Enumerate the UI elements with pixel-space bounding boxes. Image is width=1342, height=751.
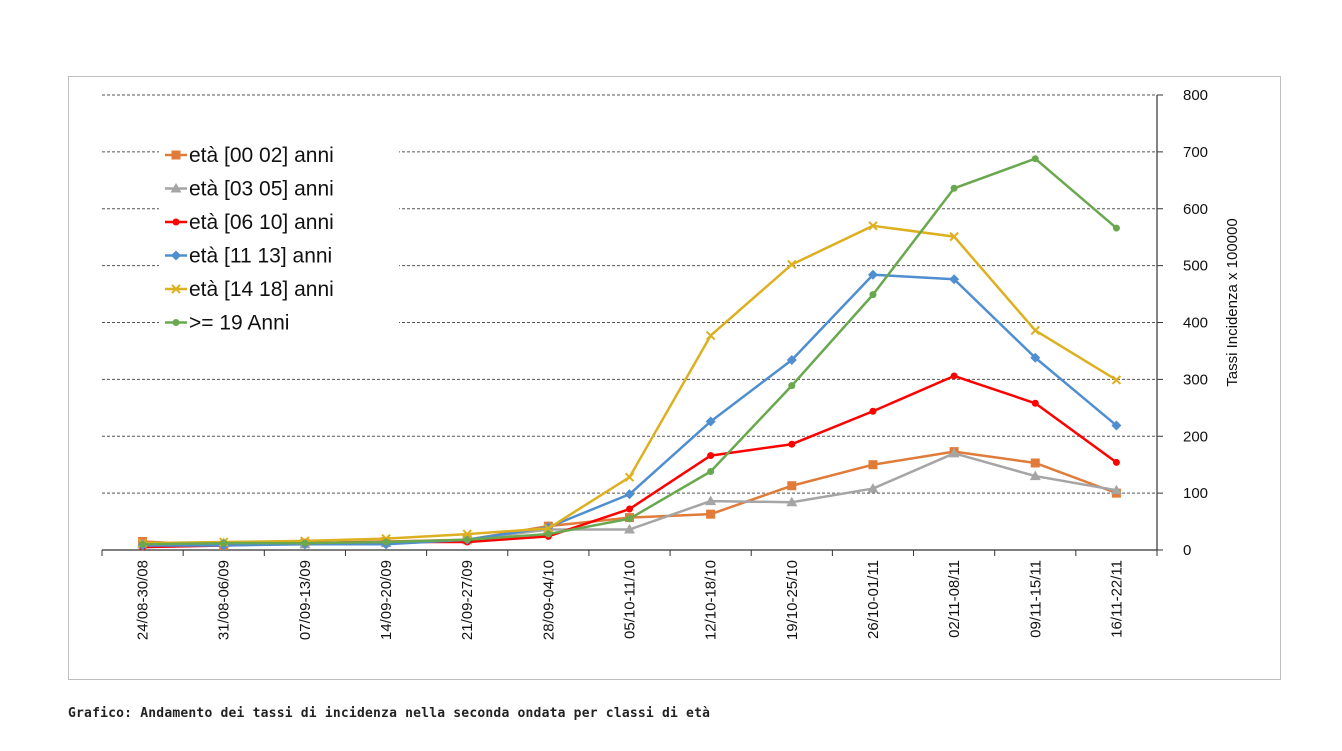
data-point [949,274,960,285]
data-point [867,483,879,493]
legend-label: età [00 02] anni [189,144,334,167]
x-tick-label: 21/09-27/09 [459,560,476,640]
series-3 [139,372,1120,551]
y-tick-label: 600 [1183,201,1208,218]
data-point [949,231,959,242]
data-point [1112,458,1120,466]
data-point [624,524,635,534]
x-tick-label: 05/10-11/10 [622,560,639,639]
data-point [626,505,633,513]
x-tick-label: 02/11-08/11 [946,560,963,638]
x-tick-label: 28/09-04/10 [540,560,557,640]
y-tick-label: 100 [1183,485,1208,502]
data-point [788,382,796,390]
data-point [869,407,877,415]
x-tick-label: 26/10-01/11 [865,560,882,639]
data-point [705,495,717,506]
data-point [1112,224,1120,232]
data-point [1031,155,1039,163]
data-point [787,481,797,491]
legend-item: età [06 10] anni [165,211,334,234]
y-tick-label: 700 [1183,144,1208,161]
data-point [1029,470,1041,481]
axes: 0 100 200 300 400 500 600 700 800 24/08-30/08 31/0… [101,87,1208,640]
data-point [705,416,716,427]
data-point [948,447,960,458]
data-point [626,515,633,523]
data-point [950,184,958,192]
legend-item: età [00 02] anni [165,144,334,167]
line-chart: 0 100 200 300 400 500 600 700 800 24/08-30/08 31/0… [101,87,1241,640]
legend-item: >= 19 Anni [165,312,289,335]
legend-label: età [11 13] anni [189,245,332,268]
legend-item: età [11 13] anni [165,245,332,268]
data-point [301,539,309,547]
y-tick-label: 800 [1183,87,1208,104]
data-point [220,539,228,547]
y-tick-label: 400 [1183,315,1208,332]
y-tick-label: 200 [1183,428,1208,445]
series-6 [139,155,1120,548]
data-point [786,496,798,507]
data-point [707,452,715,460]
x-tick-label: 19/10-25/10 [784,560,801,640]
data-point [544,530,552,538]
data-point [786,355,797,366]
data-point [868,221,878,231]
data-point [139,540,147,548]
legend-label: età [14 18] anni [189,278,334,301]
x-tick-label: 09/11-15/11 [1027,560,1044,638]
data-point [787,259,797,270]
x-tick-label: 07/09-13/09 [297,560,314,640]
legend-item: età [14 18] anni [165,278,334,301]
x-tick-label: 31/08-06/09 [216,560,233,640]
data-point [1111,420,1122,431]
data-point [867,269,878,280]
series-group [137,155,1122,551]
legend-marker [172,218,180,226]
data-point [463,536,471,544]
legend-marker [171,284,181,294]
legend: età [00 02] anni età [03 05] anni età [06 … [159,135,399,344]
data-point [1030,458,1040,468]
legend-label: età [06 10] anni [189,211,334,234]
data-point [869,291,877,299]
x-tick-label: 12/10-18/10 [703,560,720,640]
x-tick-label: 14/09-20/09 [378,560,395,640]
data-point [788,440,796,448]
data-point [1111,375,1122,385]
legend-item: età [03 05] anni [165,178,334,201]
data-point [624,489,635,500]
y-tick-label: 300 [1183,371,1208,388]
data-point [706,509,716,519]
chart-caption: Grafico: Andamento dei tassi di incidenz… [68,706,711,721]
y-tick-label: 500 [1183,258,1208,275]
data-point [705,330,716,341]
data-point [1030,325,1040,336]
data-point [543,523,554,534]
x-tick-label: 24/08-30/08 [135,560,152,640]
y-tick-label: 0 [1183,542,1191,559]
legend-marker [171,150,181,160]
data-point [462,529,472,539]
chart-frame: 0 100 200 300 400 500 600 700 800 24/08-30/08 31/0… [68,76,1281,680]
data-point [868,460,878,470]
legend-marker [170,183,182,193]
data-point [707,468,715,476]
y-axis-title: Tassi Incidenza x 100000 [1224,218,1241,386]
legend-label: >= 19 Anni [189,312,289,335]
legend-background [159,135,399,344]
legend-marker [172,319,180,326]
legend-label: età [03 05] anni [189,178,334,201]
x-tick-label: 16/11-22/11 [1108,560,1125,638]
data-point [624,472,635,482]
data-point [382,538,390,546]
data-point [1031,399,1039,407]
data-point [1030,352,1041,363]
legend-marker [171,250,181,261]
data-point [1110,484,1122,495]
data-point [950,372,958,380]
